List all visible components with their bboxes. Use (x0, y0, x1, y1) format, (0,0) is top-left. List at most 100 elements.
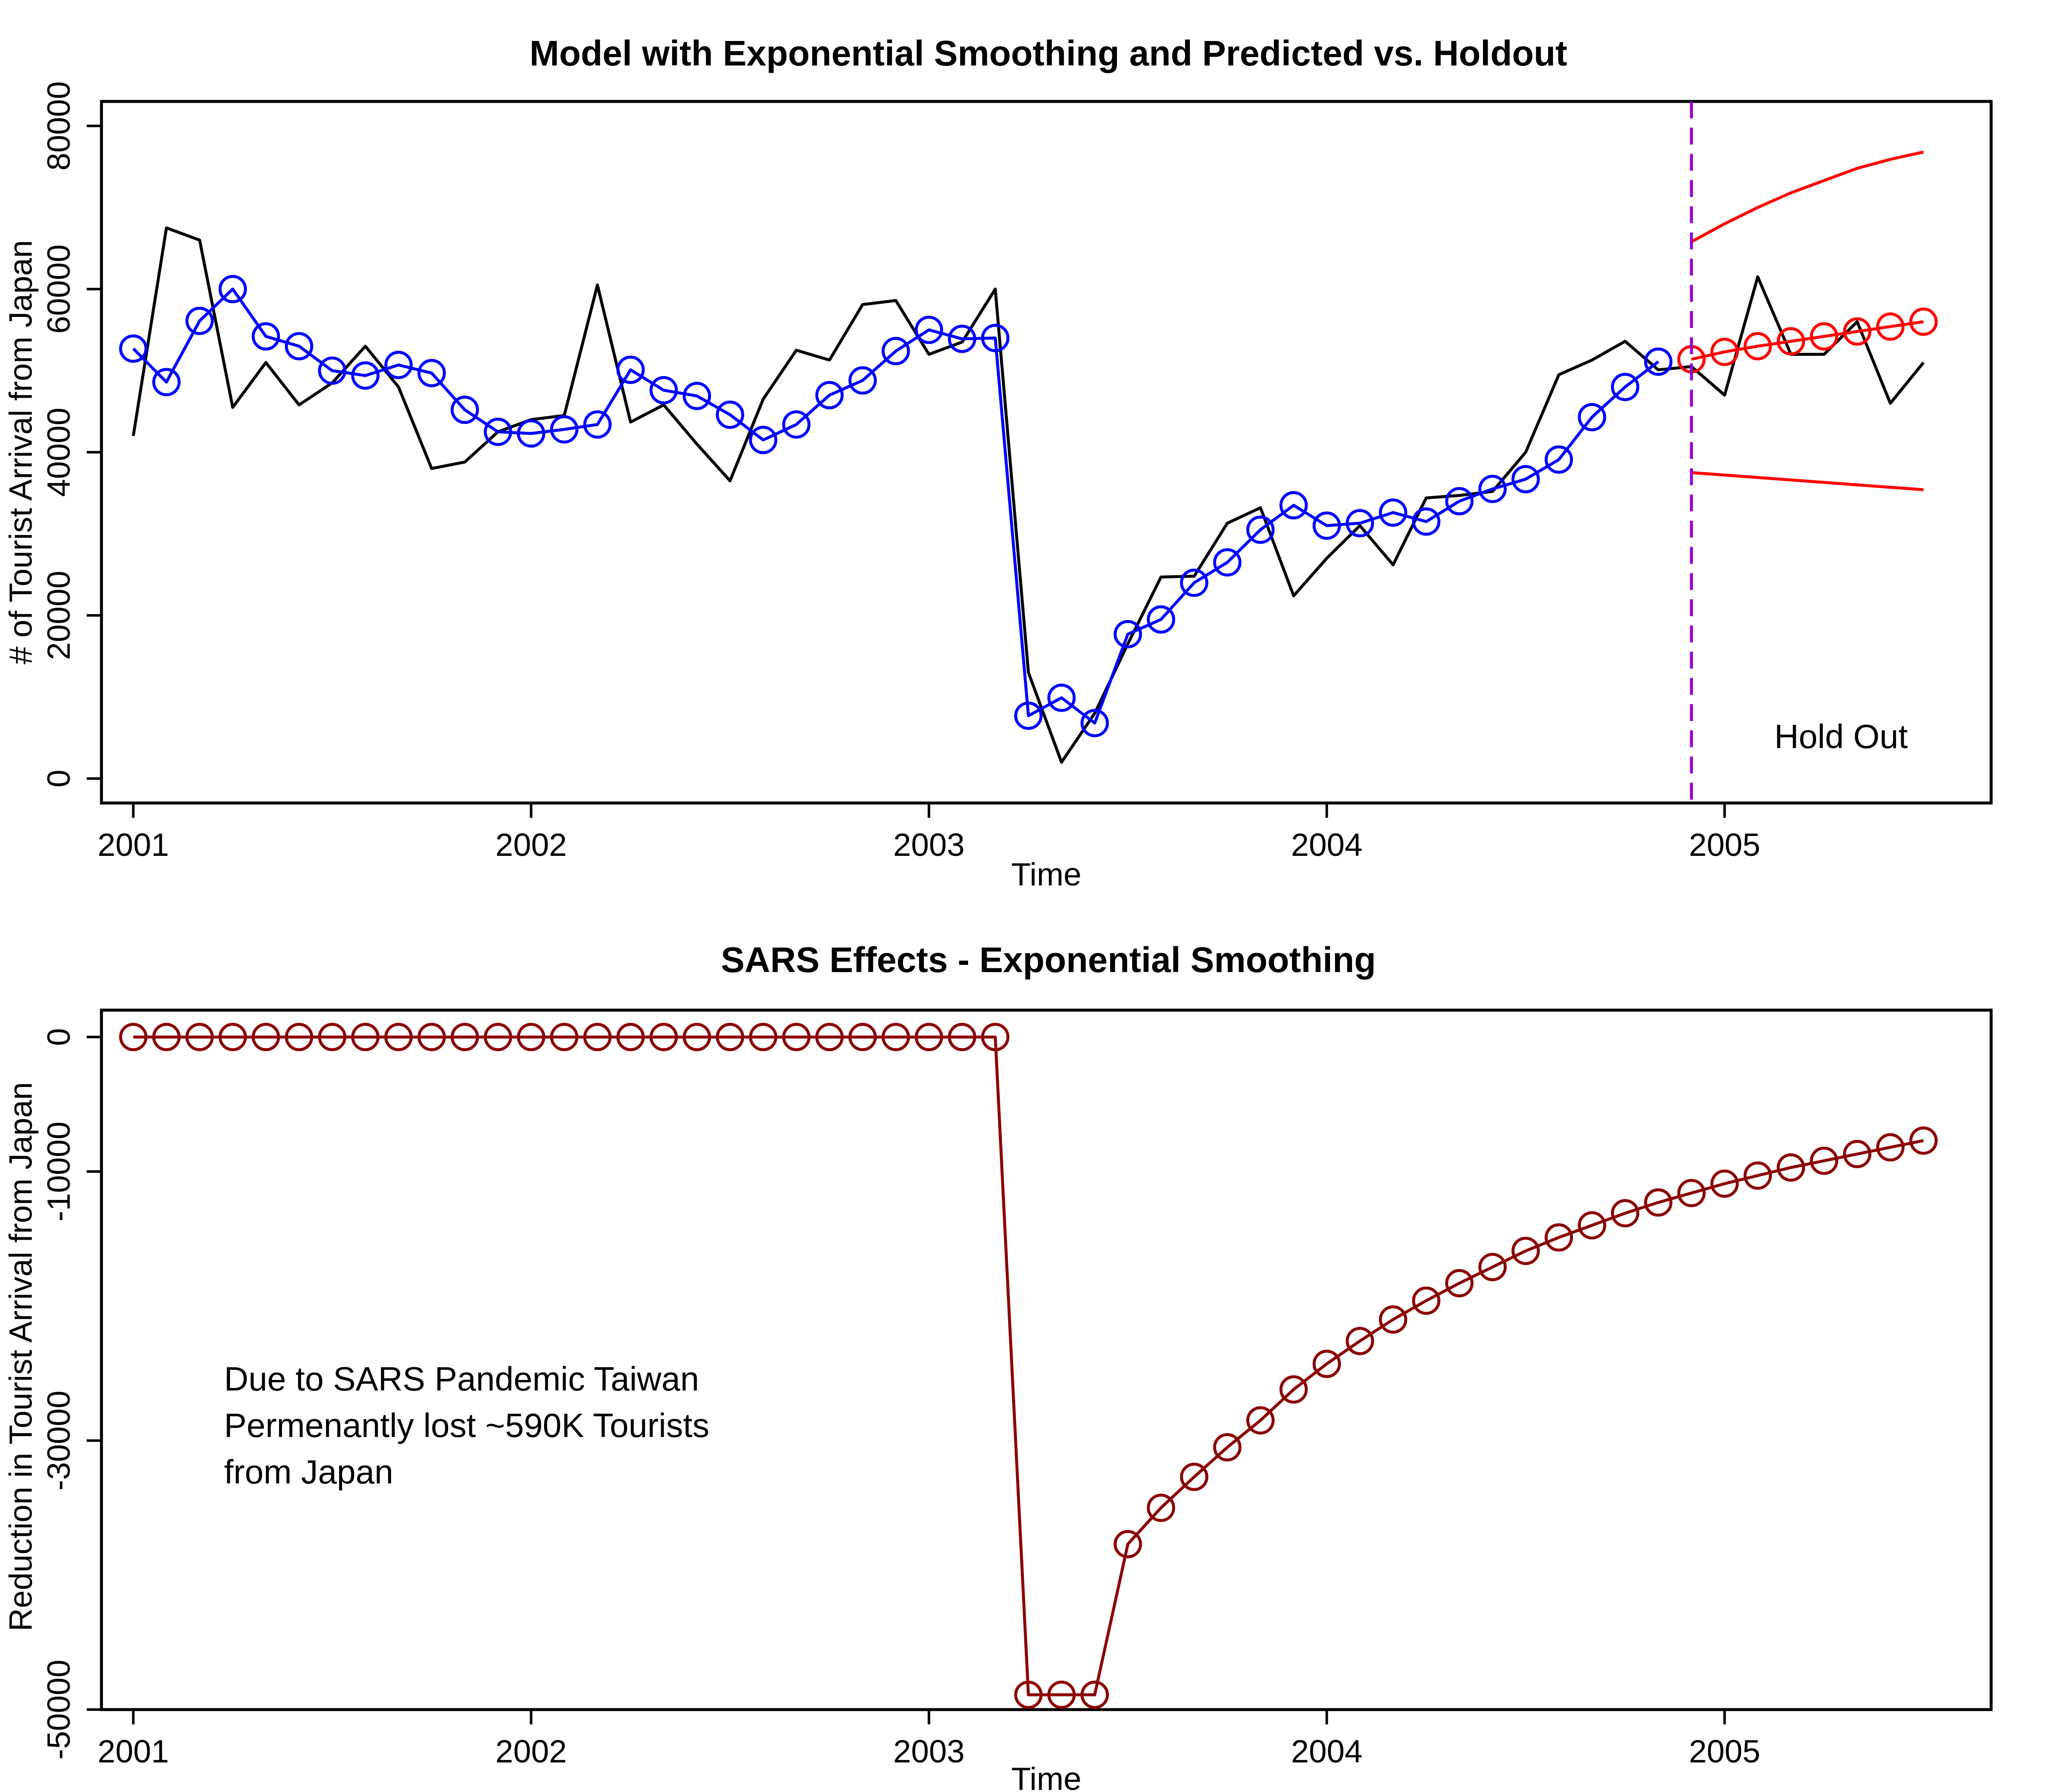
top-series-4-line (1691, 471, 1924, 492)
bottom-series-0-point (1014, 1680, 1043, 1709)
bottom-series-0-point (1743, 1161, 1772, 1190)
bottom-y-tick-label: -10000 (41, 1122, 77, 1222)
bottom-series-0-point (1346, 1327, 1374, 1355)
bottom-series-0-point (1710, 1169, 1739, 1198)
top-series-2-point (1776, 327, 1805, 355)
top-series-1-point (384, 350, 413, 379)
sars-annotation-line-3: from Japan (224, 1453, 393, 1491)
top-series-1-point (914, 315, 943, 344)
top-series-1-point (948, 325, 977, 353)
top-series-1-point (1081, 709, 1109, 738)
top-series-layer (119, 150, 1938, 764)
bottom-series-0-point (517, 1023, 545, 1052)
top-y-tick-label: 80000 (41, 81, 77, 170)
top-series-1-point (1578, 403, 1606, 432)
bottom-x-tick-label: 2001 (98, 1734, 169, 1770)
bottom-series-0-point (583, 1023, 612, 1052)
top-series-1-point (252, 322, 280, 351)
bottom-series-0-point (1578, 1211, 1606, 1240)
top-series-3-line (1691, 150, 1924, 243)
bottom-series-0-point (185, 1023, 214, 1052)
bottom-series-0-point (649, 1023, 678, 1052)
bottom-series-0-point (948, 1023, 977, 1052)
bottom-series-0-point (384, 1023, 413, 1052)
bottom-x-axis-title: Time (1011, 1761, 1081, 1792)
bottom-series-0-point (848, 1023, 877, 1052)
top-series-1-point (682, 382, 711, 410)
top-series-1-point (1146, 605, 1175, 634)
bottom-series-0-point (616, 1023, 645, 1052)
top-series-2-line (1691, 320, 1924, 361)
bottom-x-tick-label: 2003 (893, 1734, 965, 1770)
bottom-series-0-point (1081, 1680, 1109, 1709)
bottom-series-0-point (1412, 1286, 1441, 1315)
top-series-1-point (119, 334, 148, 363)
bottom-panel: SARS Effects - Exponential Smoothing 200… (3, 940, 1993, 1792)
top-x-axis: 2001 2002 2003 2004 2005 (98, 803, 1760, 863)
top-series-1-point (1445, 487, 1474, 516)
top-series-1-point (749, 426, 777, 454)
top-x-tick-label: 2002 (495, 827, 567, 863)
bottom-series-0-point (1478, 1253, 1507, 1281)
bottom-y-tick-label: -30000 (41, 1390, 77, 1491)
top-series-1-point (1114, 620, 1142, 648)
top-series-1-point (417, 359, 446, 388)
top-series-1-point (848, 366, 877, 395)
bottom-series-0-point (417, 1023, 446, 1052)
bottom-x-axis: 2001 2002 2003 2004 2005 (98, 1710, 1760, 1770)
bottom-series-0-point (1876, 1133, 1905, 1162)
bottom-series-0-point (1246, 1406, 1275, 1435)
top-series-1-point (517, 419, 545, 448)
top-series-1-point (981, 324, 1010, 352)
bottom-series-0-point (881, 1023, 910, 1052)
bottom-series-0-point (1611, 1199, 1639, 1228)
top-x-axis-title: Time (1011, 857, 1081, 893)
bottom-series-0-point (1544, 1223, 1573, 1252)
top-series-1-point (152, 368, 181, 396)
bottom-series-0-point (1114, 1530, 1142, 1559)
top-series-1-point (1246, 515, 1275, 544)
bottom-series-0-point (682, 1023, 711, 1052)
bottom-x-tick-label: 2002 (495, 1734, 567, 1770)
top-series-1-point (1511, 465, 1540, 494)
top-series-1-point (550, 415, 579, 444)
bottom-series-0-point (716, 1023, 744, 1052)
bottom-series-0-point (450, 1023, 479, 1052)
top-y-axis-title: # of Tourist Arrival from Japan (3, 240, 39, 664)
bottom-series-0-point (119, 1023, 148, 1052)
bottom-chart-title: SARS Effects - Exponential Smoothing (721, 940, 1376, 980)
top-series-1-point (185, 306, 214, 335)
top-series-1-point (219, 275, 247, 303)
top-series-1-point (351, 361, 380, 390)
top-x-tick-label: 2004 (1291, 827, 1363, 863)
bottom-series-0-point (1776, 1153, 1805, 1182)
top-series-1-point (649, 376, 678, 404)
top-series-0-line (131, 226, 1925, 764)
top-series-1-point (1379, 498, 1407, 527)
sars-annotation-line-1: Due to SARS Pandemic Taiwan (224, 1360, 699, 1398)
sars-annotation-line-2: Permenantly lost ~590K Tourists (224, 1407, 709, 1444)
bottom-series-0-point (285, 1023, 313, 1052)
top-series-2-point (1743, 332, 1772, 361)
top-series-2-point (1876, 312, 1905, 341)
bottom-series-0-point (1677, 1179, 1706, 1207)
top-series-1-point (1644, 347, 1673, 376)
top-series-1-point (1014, 701, 1043, 730)
top-y-axis: 0 20000 40000 60000 80000 (41, 81, 101, 787)
bottom-y-tick-label: 0 (41, 1028, 77, 1046)
top-series-1-point (1213, 548, 1242, 577)
bottom-series-0-point (914, 1023, 943, 1052)
bottom-series-0-point (1810, 1146, 1839, 1175)
bottom-series-0-point (1180, 1462, 1209, 1491)
top-series-1-point (1478, 475, 1507, 503)
top-series-1-point (1279, 491, 1308, 519)
bottom-y-axis: 0 -10000 -30000 -50000 (41, 1028, 101, 1760)
bottom-series-0-point (749, 1023, 777, 1052)
bottom-series-0-point (981, 1023, 1010, 1052)
top-series-1-point (1047, 683, 1076, 712)
bottom-x-tick-label: 2004 (1291, 1734, 1363, 1770)
bottom-y-tick-label: -50000 (41, 1660, 77, 1760)
top-series-1-point (583, 410, 612, 439)
